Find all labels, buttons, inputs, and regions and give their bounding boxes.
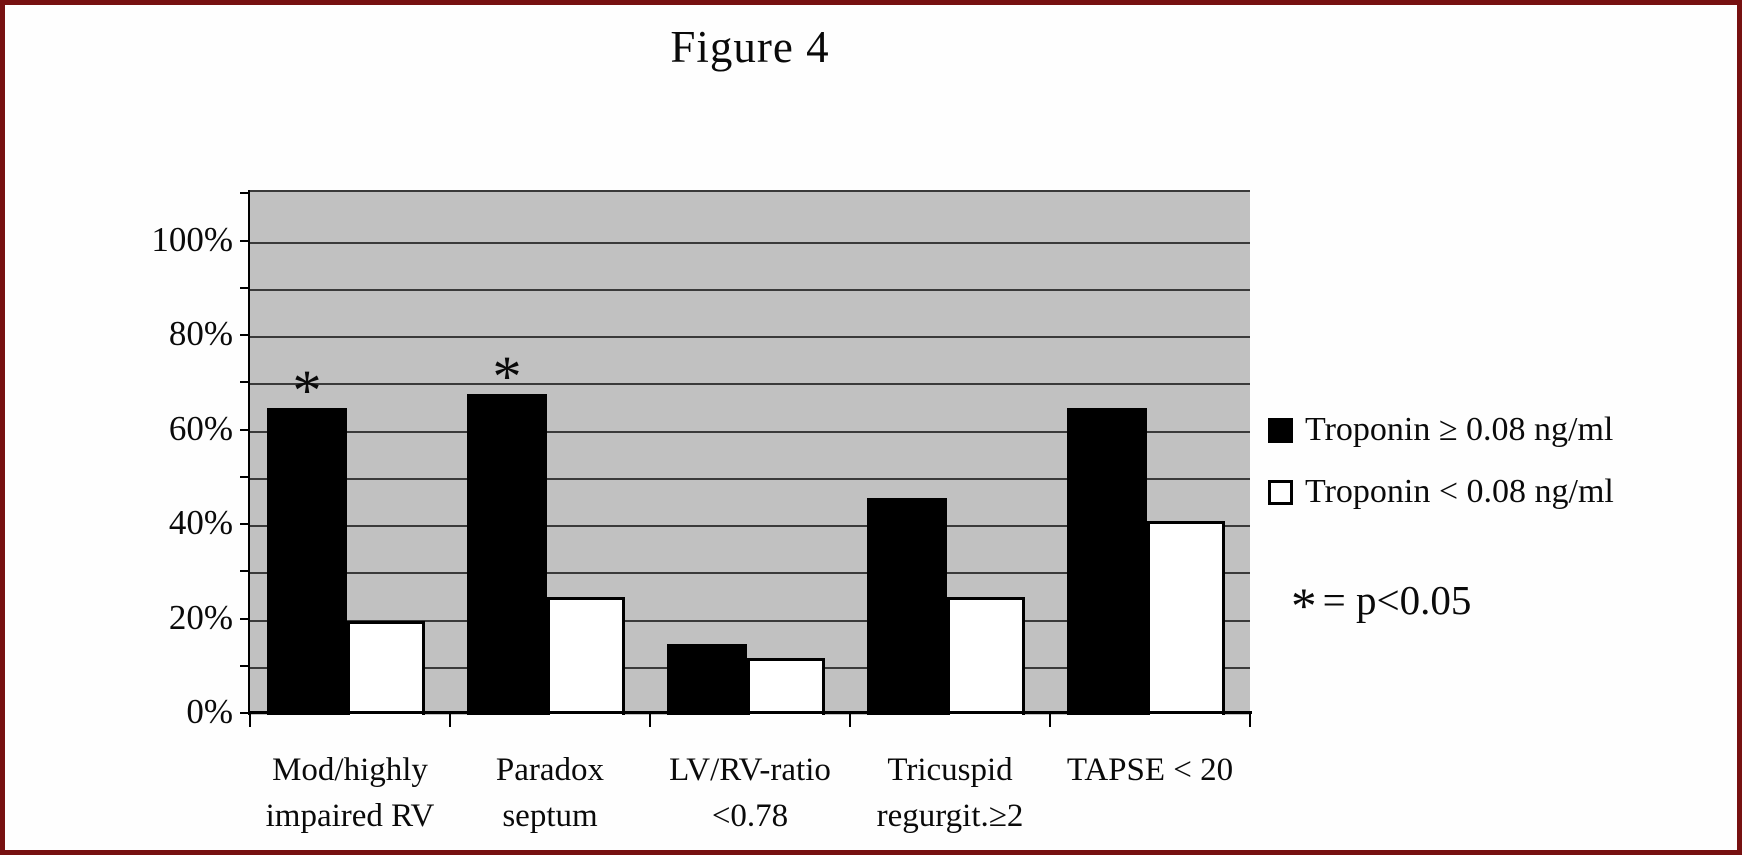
legend-label-troponin-low: Troponin < 0.08 ng/ml bbox=[1305, 473, 1614, 510]
legend-swatch-white bbox=[1268, 479, 1293, 505]
category-label-line1: LV/RV-ratio bbox=[669, 752, 831, 788]
gridline bbox=[250, 383, 1250, 386]
bar-troponin-high bbox=[267, 407, 347, 715]
y-axis-label: 80% bbox=[168, 314, 233, 353]
plot-area: * * bbox=[250, 190, 1250, 715]
legend-item-troponin-high: Troponin ≥ 0.08 ng/ml bbox=[1268, 411, 1614, 449]
y-axis-tick bbox=[240, 617, 250, 620]
gridline bbox=[250, 619, 1250, 622]
legend-swatch-black bbox=[1268, 417, 1293, 443]
category-label-line2: septum bbox=[502, 798, 598, 834]
category-label-line1: Mod/highly bbox=[272, 752, 428, 788]
gridline bbox=[250, 525, 1250, 527]
gridline bbox=[250, 572, 1250, 575]
x-axis-category-label: Tricuspid regurgit.≥2 bbox=[850, 747, 1050, 839]
legend-label-troponin-high: Troponin ≥ 0.08 ng/ml bbox=[1305, 411, 1614, 448]
y-axis-label: 60% bbox=[168, 408, 233, 448]
significance-asterisk: * bbox=[492, 343, 522, 409]
bar-troponin-low bbox=[347, 620, 425, 715]
category-label-line2: impaired RV bbox=[265, 798, 435, 834]
x-axis-tick bbox=[249, 714, 251, 727]
y-axis-tick bbox=[240, 712, 250, 714]
significance-asterisk: * bbox=[292, 357, 322, 423]
y-axis-tick bbox=[240, 192, 250, 195]
bar-troponin-high bbox=[867, 497, 947, 715]
y-axis-label: 0% bbox=[186, 692, 233, 731]
y-axis-tick bbox=[240, 286, 250, 289]
bar-troponin-high bbox=[1067, 407, 1147, 715]
category-label-line2: <0.78 bbox=[711, 798, 789, 834]
y-axis-tick bbox=[240, 475, 250, 478]
y-axis-line bbox=[248, 190, 250, 715]
x-axis-category-label: Paradox septum bbox=[450, 747, 650, 839]
x-axis-tick bbox=[1049, 714, 1051, 727]
gridline bbox=[250, 336, 1250, 338]
y-axis-tick bbox=[240, 570, 250, 573]
y-axis-tick bbox=[240, 334, 250, 336]
x-axis-category-label: Mod/highly impaired RV bbox=[250, 747, 450, 839]
bar-troponin-high bbox=[667, 644, 747, 715]
gridline bbox=[250, 430, 1250, 433]
x-axis-category-label: TAPSE < 20 bbox=[1050, 747, 1250, 793]
bar-troponin-low bbox=[1147, 521, 1225, 715]
category-label-line2: regurgit.≥2 bbox=[876, 798, 1024, 834]
category-label-line1: Tricuspid bbox=[887, 752, 1013, 788]
x-axis-category-label: LV/RV-ratio <0.78 bbox=[650, 747, 850, 839]
x-axis-tick bbox=[1249, 714, 1251, 727]
bar-troponin-low bbox=[747, 658, 825, 715]
category-label-line1: Paradox bbox=[495, 752, 605, 788]
y-axis-tick bbox=[240, 664, 250, 667]
gridline bbox=[250, 477, 1250, 480]
x-axis-tick bbox=[649, 714, 651, 727]
y-axis-tick bbox=[240, 523, 250, 525]
y-axis-tick bbox=[240, 239, 250, 242]
p-value-text: = p<0.05 bbox=[1322, 577, 1472, 623]
x-axis-line bbox=[248, 711, 1252, 714]
y-axis-label: 100% bbox=[151, 219, 233, 259]
bar-troponin-low bbox=[547, 596, 625, 715]
legend-item-troponin-low: Troponin < 0.08 ng/ml bbox=[1268, 473, 1614, 511]
legend: Troponin ≥ 0.08 ng/ml Troponin < 0.08 ng… bbox=[1268, 411, 1614, 535]
p-value-annotation: * = p<0.05 bbox=[1291, 568, 1472, 635]
bar-troponin-high bbox=[467, 393, 547, 715]
y-axis-label: 40% bbox=[168, 503, 233, 542]
gridline bbox=[250, 241, 1250, 244]
bar-troponin-low bbox=[947, 596, 1025, 715]
significance-asterisk: * bbox=[1291, 577, 1317, 635]
x-axis-tick bbox=[849, 714, 851, 727]
y-axis-tick bbox=[240, 428, 250, 431]
figure-title: Figure 4 bbox=[670, 22, 830, 72]
y-axis-tick bbox=[240, 381, 250, 384]
x-axis-tick bbox=[449, 714, 451, 727]
y-axis-label: 20% bbox=[168, 597, 233, 637]
gridline bbox=[250, 288, 1250, 291]
category-label-line1: TAPSE < 20 bbox=[1066, 752, 1234, 788]
